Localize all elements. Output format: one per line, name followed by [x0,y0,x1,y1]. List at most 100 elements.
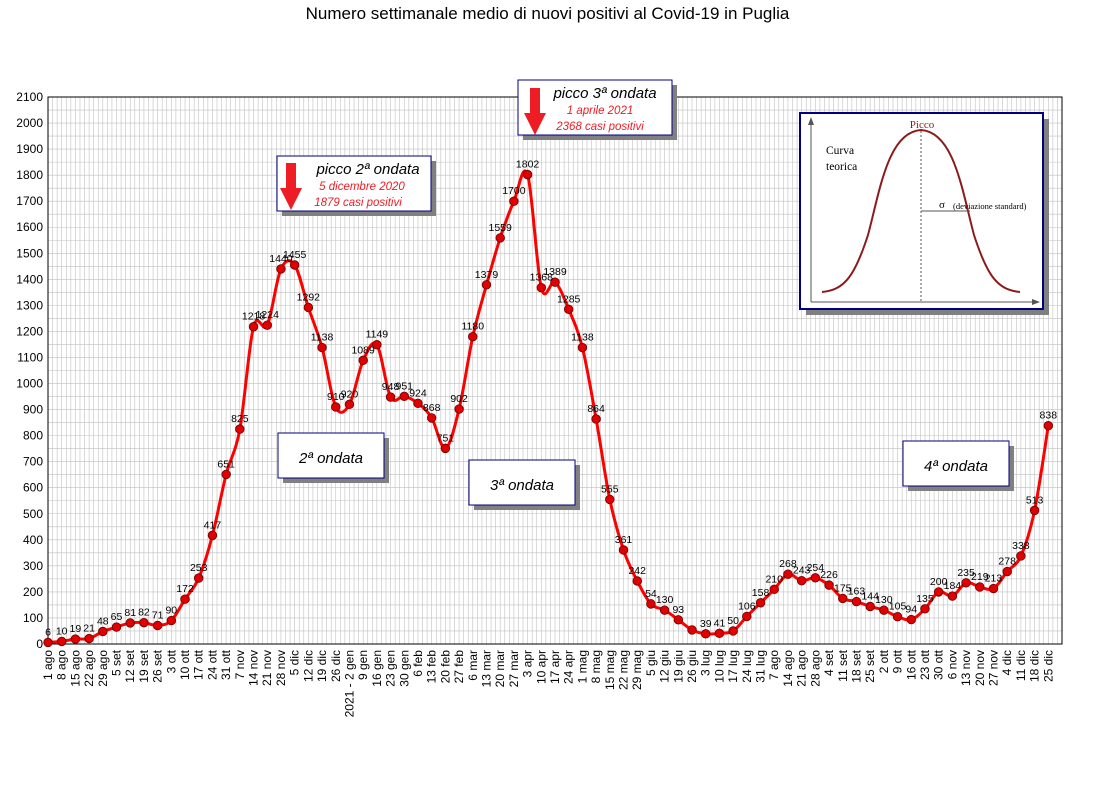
data-point [426,413,437,423]
y-tick-label: 2100 [16,90,43,104]
data-point [947,591,958,601]
wave4-label: 4ª ondata [924,458,988,475]
x-tick-label: 24 lug [740,650,754,683]
data-label: 1292 [297,291,321,303]
data-label: 1089 [351,344,375,356]
x-tick-label: 6 feb [411,650,425,677]
inset-peak-label: Picco [910,119,935,131]
x-tick-label: 5 giu [644,650,658,676]
x-tick-label: 21 ago [795,650,809,687]
inset-y-arrow-icon [808,117,814,125]
y-tick-label: 1700 [16,194,43,208]
y-tick-label: 1000 [16,377,43,391]
x-tick-label: 8 ago [55,650,69,680]
data-label: 1180 [461,321,484,333]
data-point [289,260,300,270]
down-arrow-icon [524,88,546,135]
x-tick-label: 30 ott [932,649,946,680]
data-label: 1700 [502,185,526,197]
wave3-label: 3ª ondata [490,477,554,494]
data-point [755,598,766,608]
data-label: 39 [700,618,712,630]
x-tick-label: 5 dic [288,650,302,675]
data-point [344,399,355,410]
y-tick-label: 800 [23,429,43,443]
y-tick-label: 1800 [16,168,43,182]
peak3-title: picco 3ª ondata [552,85,656,102]
wave4-box: 4ª ondata [902,440,1014,491]
x-tick-label: 13 nov [959,650,973,686]
data-point [769,584,779,595]
data-label: 200 [930,576,948,588]
data-label: 1138 [571,332,594,344]
x-tick-label: 2 ott [877,649,891,673]
data-point [838,593,848,604]
data-point [865,601,875,612]
x-tick-label: 7 ago [767,650,781,680]
data-label: 864 [587,403,605,415]
data-point [317,342,327,353]
x-tick-label: 28 ago [808,650,822,687]
x-tick-label: 26 dic [329,650,343,682]
x-tick-label: 15 mag [603,650,617,690]
peak3-date: 1 aprile 2021 [567,105,634,117]
peak2-cases: 1879 casi positivi [314,197,402,209]
x-tick-label: 22 ago [82,650,96,687]
data-point [701,629,711,639]
data-label: 106 [738,600,756,612]
data-label: 838 [1040,410,1058,422]
y-tick-label: 300 [23,559,43,573]
x-tick-label: 29 ago [96,650,110,687]
data-label: 951 [396,380,414,392]
data-point [509,196,519,206]
data-point [920,604,930,614]
data-label: 130 [656,594,674,606]
data-label: 41 [714,617,726,629]
wave2-box: 2ª ondata [277,432,389,483]
y-tick-label: 1600 [16,220,43,234]
inset-theoretical-label: teorica [826,161,857,173]
data-point [892,611,903,622]
data-label: 1218 [242,311,266,323]
peak2-date: 5 dicembre 2020 [319,181,405,193]
data-point [166,615,177,626]
peak2-annotation: picco 2ª ondata 5 dicembre 2020 1879 cas… [276,155,436,216]
data-point [440,443,451,454]
x-tick-label: 10 apr [534,650,548,684]
data-label: 175 [834,582,852,594]
x-tick-label: 25 set [863,649,877,682]
y-tick-label: 600 [23,481,43,495]
data-label: 868 [423,402,441,414]
data-label: 1389 [543,266,567,278]
data-point [673,615,684,625]
x-tick-labels: 1 ago 8 ago 15 ago 22 ago 29 ago 5 set 12 set 1… [41,649,1055,717]
data-point [564,304,574,314]
x-tick-label: 12 set [123,649,137,682]
data-label: 825 [231,413,249,425]
data-label: 135 [916,593,934,605]
data-point [933,587,944,597]
x-tick-label: 22 mag [617,650,631,690]
x-tick-label: 10 lug [712,650,726,683]
x-tick-label: 26 set [151,649,165,682]
data-label: 513 [1026,494,1044,506]
data-label: 902 [450,393,468,405]
data-point [84,633,94,644]
x-tick-label: 8 mag [589,650,603,683]
x-tick-label: 2021 - 2 gen [342,650,356,717]
data-point [714,628,725,639]
data-point [632,576,642,586]
x-tick-label: 19 dic [315,650,329,682]
data-label: 1224 [256,309,280,321]
x-tick-label: 24 apr [562,650,576,684]
x-tick-label: 13 feb [425,650,439,684]
y-tick-labels: 0 100 200 300 400 500 600 700 800 900 1000 1100 1200… [16,90,43,651]
data-point [975,582,985,592]
data-label: 50 [727,615,739,627]
x-tick-label: 16 ott [904,649,918,680]
data-label: 163 [848,586,866,598]
data-label: 48 [97,615,109,627]
data-label: 219 [971,571,989,583]
data-label: 71 [152,610,164,622]
